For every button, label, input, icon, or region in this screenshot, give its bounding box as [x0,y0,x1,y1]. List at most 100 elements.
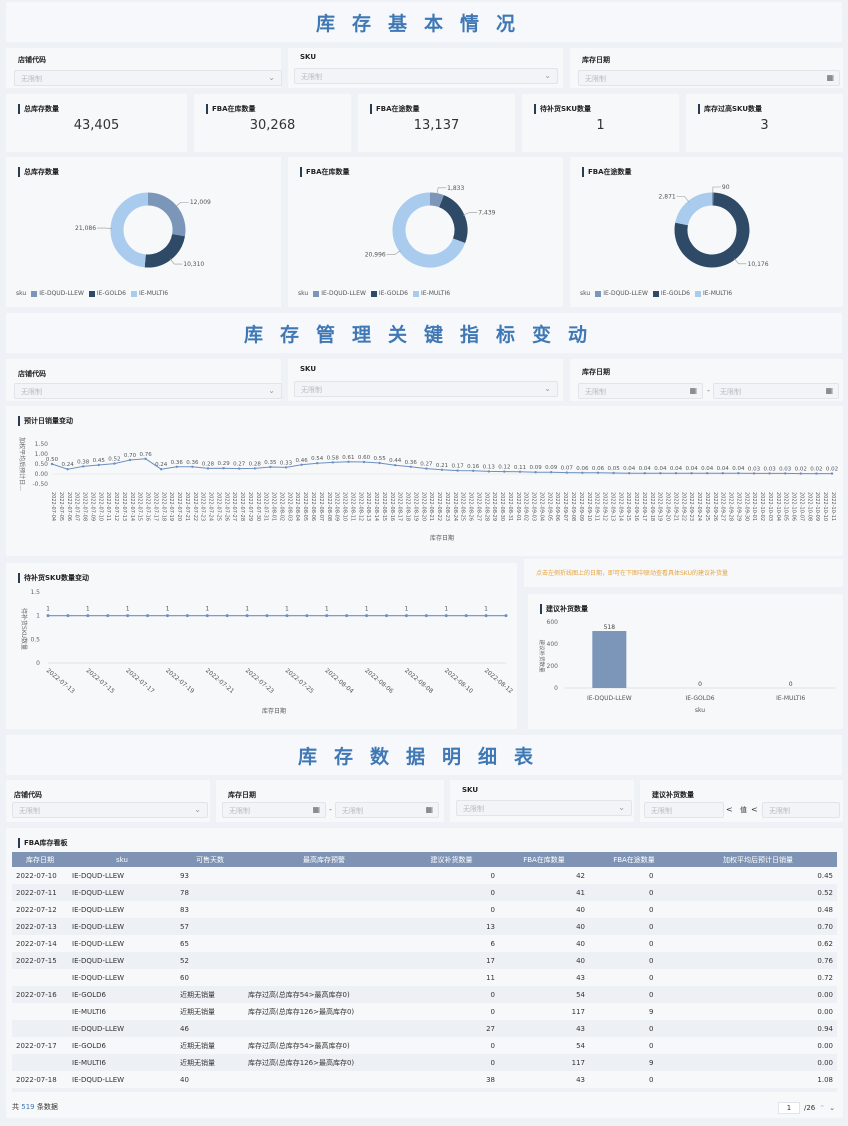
donut-slice[interactable] [675,192,713,226]
data-point[interactable] [484,614,488,618]
data-point[interactable] [225,614,229,618]
data-point[interactable] [46,614,50,618]
data-point[interactable] [799,472,802,475]
legend-item[interactable]: IE-DQUD-LLEW [313,290,366,297]
data-point[interactable] [815,472,818,475]
data-point[interactable] [504,614,508,618]
data-point[interactable] [97,463,101,467]
data-point[interactable] [487,470,490,473]
data-point[interactable] [444,614,448,618]
data-point[interactable] [146,614,150,618]
data-point[interactable] [175,465,178,468]
date-end-picker[interactable]: 无限制 ▦ [335,802,439,818]
data-point[interactable] [394,464,397,467]
data-point[interactable] [784,472,787,475]
table-row[interactable]: IE-MULTI6 近期无销量 库存过高(总库存126>最高库存0) 0 117 9 0.0… [12,1054,837,1071]
data-point[interactable] [191,465,194,468]
data-point[interactable] [160,468,163,471]
data-point[interactable] [690,472,693,475]
data-point[interactable] [222,467,225,470]
legend-item[interactable]: IE-GOLD6 [370,290,408,297]
data-point[interactable] [659,472,662,475]
data-point[interactable] [144,457,147,460]
data-point[interactable] [404,614,408,618]
date-start-picker[interactable]: 无限制 ▦ [578,383,703,399]
data-point[interactable] [238,467,241,470]
data-point[interactable] [66,468,69,471]
data-point[interactable] [253,467,256,470]
data-point[interactable] [472,469,475,472]
data-point[interactable] [596,471,600,474]
data-point[interactable] [300,463,303,466]
store-select[interactable]: 无限制 ⌄ [12,802,208,818]
data-point[interactable] [106,614,110,618]
legend-item[interactable]: IE-MULTI6 [694,290,732,297]
data-point[interactable] [464,614,468,618]
store-select[interactable]: 无限制 ⌄ [14,70,282,86]
data-point[interactable] [737,472,740,475]
table-row[interactable]: 2022-07-16 IE-GOLD6 近期无销量 库存过高(总库存54>最高库存0)… [12,986,837,1003]
data-point[interactable] [185,614,189,618]
donut-slice[interactable] [438,195,468,243]
data-point[interactable] [113,462,116,465]
data-point[interactable] [378,461,381,465]
store-select[interactable]: 无限制 ⌄ [14,383,282,399]
donut-slice[interactable] [674,192,750,268]
bar-chart[interactable]: 600 400 200 0 建议补货数量 518 IE-DQUD-LLEW 0 IE-GOLD6… [528,594,843,729]
data-point[interactable] [316,462,319,465]
data-point[interactable] [385,614,389,618]
data-point[interactable] [86,614,90,618]
table-row[interactable]: IE-DQUD-LLEW 46 27 43 0 0.94 [12,1020,837,1037]
data-point[interactable] [425,467,428,470]
table-row[interactable]: 2022-07-17 IE-GOLD6 近期无销量 库存过高(总库存54>最高库存0)… [12,1037,837,1054]
table-row[interactable]: IE-DQUD-LLEW 60 11 43 0 0.72 [12,969,837,986]
legend-item[interactable]: IE-DQUD-LLEW [595,290,648,297]
data-point[interactable] [205,614,209,618]
data-point[interactable] [165,614,169,618]
data-point[interactable] [345,614,349,618]
data-point[interactable] [50,462,54,466]
data-point[interactable] [331,461,334,464]
data-point[interactable] [674,472,678,475]
sku-select[interactable]: 无限制 ⌄ [294,381,558,397]
data-point[interactable] [565,471,568,474]
table-wrapper[interactable]: 库存日期 sku 可售天数 最高库存预警 建议补货数量 FBA在库数量 FBA在… [12,852,837,1092]
table-row[interactable]: 2022-07-12 IE-DQUD-LLEW 83 0 40 0 0.48 [12,901,837,918]
op-select[interactable]: < [751,805,758,814]
table-row[interactable]: 2022-07-13 IE-DQUD-LLEW 57 13 40 0 0.70 [12,918,837,935]
data-point[interactable] [66,614,70,618]
legend-item[interactable]: IE-GOLD6 [652,290,690,297]
qty-max-input[interactable]: 无限制 [762,802,840,818]
op-select[interactable]: < [726,805,733,814]
data-point[interactable] [285,614,289,618]
data-point[interactable] [206,467,210,470]
date-end-picker[interactable]: 无限制 ▦ [713,383,839,399]
data-point[interactable] [362,460,366,464]
donut-slice[interactable] [429,192,444,208]
data-point[interactable] [706,472,709,475]
date-picker[interactable]: 无限制 ▦ [578,70,840,86]
data-point[interactable] [612,471,615,475]
data-point[interactable] [721,472,724,475]
legend-item[interactable]: IE-GOLD6 [88,290,126,297]
data-point[interactable] [365,614,369,618]
legend-item[interactable]: IE-MULTI6 [130,290,168,297]
data-point[interactable] [305,614,309,618]
data-point[interactable] [424,614,428,618]
data-point[interactable] [128,458,132,462]
data-point[interactable] [534,471,537,474]
data-point[interactable] [581,471,584,474]
data-point[interactable] [628,472,631,475]
data-point[interactable] [82,465,85,468]
table-row[interactable]: 2022-07-11 IE-DQUD-LLEW 78 0 41 0 0.52 [12,884,837,901]
data-point[interactable] [409,465,412,468]
sku-select[interactable]: 无限制 ⌄ [294,68,558,84]
data-point[interactable] [269,465,272,469]
data-point[interactable] [456,469,459,472]
data-point[interactable] [643,472,646,475]
table-row[interactable]: 2022-07-10 IE-DQUD-LLEW 93 0 42 0 0.45 [12,867,837,884]
data-point[interactable] [518,470,522,473]
